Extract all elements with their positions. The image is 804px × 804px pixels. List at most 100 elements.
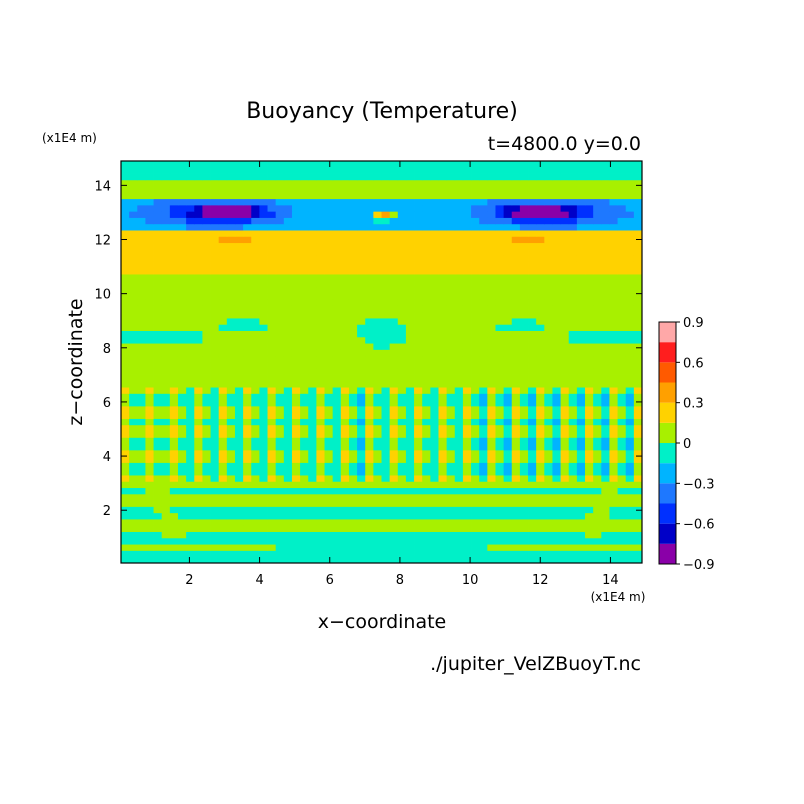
heatmap-cell xyxy=(536,412,545,419)
heatmap-cell xyxy=(528,355,537,363)
heatmap-cell xyxy=(234,449,244,457)
heatmap-cell xyxy=(348,167,358,174)
heatmap-cell xyxy=(153,475,163,482)
heatmap-cell xyxy=(430,179,439,187)
heatmap-cell xyxy=(137,173,146,181)
heatmap-cell xyxy=(291,506,301,514)
heatmap-cell xyxy=(202,186,211,193)
heatmap-cell xyxy=(503,267,513,275)
heatmap-cell xyxy=(544,412,553,419)
heatmap-cell xyxy=(544,248,553,256)
heatmap-cell xyxy=(462,311,472,319)
heatmap-cell xyxy=(479,280,488,288)
heatmap-cell xyxy=(177,161,187,168)
heatmap-cell xyxy=(226,462,236,470)
heatmap-cell xyxy=(560,230,570,237)
heatmap-cell xyxy=(226,449,236,457)
heatmap-cell xyxy=(593,500,602,507)
heatmap-cell xyxy=(121,418,130,426)
heatmap-cell xyxy=(601,487,610,495)
heatmap-cell xyxy=(633,217,642,225)
heatmap-cell xyxy=(316,399,325,407)
heatmap-cell xyxy=(438,393,448,401)
heatmap-cell xyxy=(560,481,570,489)
heatmap-cell xyxy=(560,537,570,545)
heatmap-cell xyxy=(519,336,529,344)
heatmap-cell xyxy=(446,374,456,382)
heatmap-cell xyxy=(609,412,618,419)
heatmap-cell xyxy=(129,230,138,237)
heatmap-cell xyxy=(560,255,570,262)
heatmap-cell xyxy=(503,236,513,244)
heatmap-cell xyxy=(161,387,171,394)
heatmap-cell xyxy=(471,550,480,558)
heatmap-cell xyxy=(177,387,187,394)
heatmap-cell xyxy=(609,374,618,382)
heatmap-cell xyxy=(218,274,228,281)
heatmap-cell xyxy=(291,475,301,482)
heatmap-cell xyxy=(536,368,545,375)
heatmap-cell xyxy=(601,204,610,212)
heatmap-cell xyxy=(365,512,374,520)
heatmap-cell xyxy=(259,274,268,281)
heatmap-cell xyxy=(194,274,203,281)
heatmap-cell xyxy=(226,230,236,237)
heatmap-cell xyxy=(511,274,521,281)
heatmap-cell xyxy=(593,355,602,363)
heatmap-cell xyxy=(397,198,407,206)
heatmap-cell xyxy=(226,336,236,344)
heatmap-cell xyxy=(275,468,285,476)
heatmap-cell xyxy=(585,236,594,244)
heatmap-cell xyxy=(454,261,464,269)
heatmap-cell xyxy=(259,481,268,489)
heatmap-cell xyxy=(552,161,561,168)
heatmap-cell xyxy=(528,481,537,489)
heatmap-cell xyxy=(153,230,163,237)
heatmap-cell xyxy=(462,261,472,269)
heatmap-cell xyxy=(544,242,553,250)
heatmap-cell xyxy=(381,343,391,350)
heatmap-cell xyxy=(576,192,586,200)
heatmap-cell xyxy=(625,418,635,426)
heatmap-cell xyxy=(381,211,391,218)
heatmap-cell xyxy=(511,399,521,407)
heatmap-cell xyxy=(324,330,334,338)
heatmap-cell xyxy=(462,550,472,558)
heatmap-cell xyxy=(405,487,415,495)
heatmap-cell xyxy=(422,512,431,520)
heatmap-cell xyxy=(405,531,415,539)
heatmap-cell xyxy=(177,355,187,363)
heatmap-cell xyxy=(283,167,293,174)
heatmap-cell xyxy=(397,531,407,539)
heatmap-cell xyxy=(405,330,415,338)
heatmap-cell xyxy=(202,374,211,382)
heatmap-cell xyxy=(324,512,334,520)
heatmap-cell xyxy=(169,230,179,237)
heatmap-cell xyxy=(332,330,342,338)
heatmap-cell xyxy=(397,311,407,319)
heatmap-cell xyxy=(145,186,154,193)
heatmap-cell xyxy=(340,437,350,445)
heatmap-cell xyxy=(202,274,211,281)
heatmap-cell xyxy=(528,399,537,407)
heatmap-cell xyxy=(324,255,334,262)
heatmap-cell xyxy=(153,362,163,369)
heatmap-cell xyxy=(625,519,635,526)
heatmap-cell xyxy=(568,292,578,300)
heatmap-cell xyxy=(365,242,374,250)
heatmap-cell xyxy=(536,550,545,558)
heatmap-cell xyxy=(340,362,350,369)
heatmap-cell xyxy=(121,537,130,545)
heatmap-cell xyxy=(625,179,635,187)
heatmap-cell xyxy=(324,393,334,401)
heatmap-cell xyxy=(438,292,448,300)
heatmap-cell xyxy=(145,418,154,426)
heatmap-cell xyxy=(528,531,537,539)
heatmap-cell xyxy=(422,211,431,218)
heatmap-cell xyxy=(121,362,130,369)
heatmap-cell xyxy=(161,487,171,495)
heatmap-cell xyxy=(177,393,187,401)
heatmap-cell xyxy=(137,405,146,413)
heatmap-cell xyxy=(267,217,277,225)
heatmap-cell xyxy=(633,399,642,407)
